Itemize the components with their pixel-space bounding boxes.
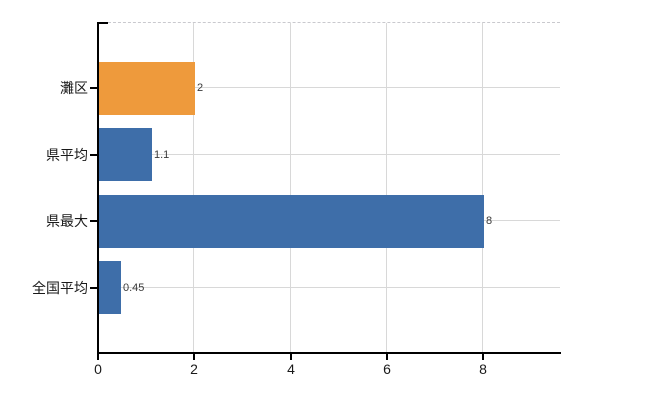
bar <box>99 62 195 115</box>
vertical-gridline <box>290 23 291 353</box>
vertical-gridline <box>193 23 194 353</box>
bar <box>99 195 484 248</box>
x-tick-label: 8 <box>479 361 487 377</box>
y-axis-tick <box>90 287 98 289</box>
bar-value-label: 8 <box>486 215 493 227</box>
bar-value-label: 0.45 <box>123 282 145 294</box>
y-axis-tick <box>90 220 98 222</box>
y-axis <box>97 22 99 353</box>
bar <box>99 128 152 181</box>
category-label: 県最大 <box>46 213 88 229</box>
x-tick-label: 4 <box>287 361 295 377</box>
category-label: 全国平均 <box>32 280 88 296</box>
vertical-gridline <box>386 23 387 353</box>
x-axis-tick <box>97 354 99 360</box>
x-axis-tick <box>386 354 388 360</box>
x-tick-label: 2 <box>190 361 198 377</box>
category-label: 灘区 <box>60 80 88 96</box>
x-tick-label: 0 <box>94 361 102 377</box>
x-tick-label: 6 <box>383 361 391 377</box>
x-axis-tick <box>290 354 292 360</box>
y-axis-tick <box>90 154 98 156</box>
horizontal-gridline <box>99 154 560 155</box>
x-axis-tick <box>193 354 195 360</box>
category-label: 県平均 <box>46 147 88 163</box>
y-axis-tick <box>90 87 98 89</box>
plot-top-border <box>98 22 560 23</box>
vertical-gridline <box>482 23 483 353</box>
x-axis-tick <box>482 354 484 360</box>
horizontal-gridline <box>99 287 560 288</box>
bar <box>99 261 121 314</box>
bar-value-label: 2 <box>197 82 204 94</box>
y-axis-top-tick <box>98 22 108 24</box>
bar-value-label: 1.1 <box>154 149 170 161</box>
x-axis <box>97 352 561 354</box>
horizontal-gridline <box>99 87 560 88</box>
